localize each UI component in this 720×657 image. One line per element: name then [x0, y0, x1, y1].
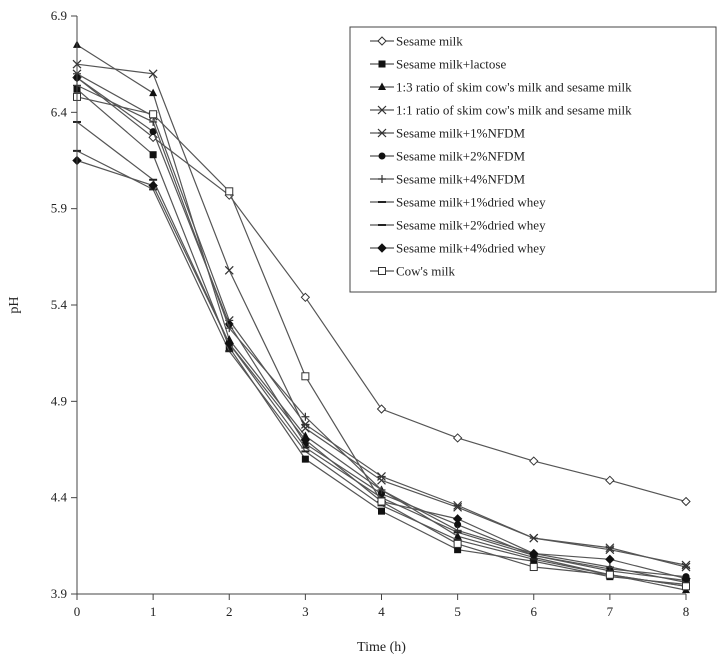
data-point	[301, 455, 309, 463]
data-point	[378, 507, 385, 515]
data-point	[605, 570, 614, 579]
data-point	[149, 88, 158, 97]
data-point	[300, 292, 311, 303]
legend-marker	[377, 128, 387, 138]
legend-item: Sesame milk+lactose	[370, 57, 506, 72]
data-point	[376, 404, 387, 414]
data-point	[452, 433, 463, 443]
series-1	[72, 72, 691, 507]
legend-marker	[378, 82, 386, 90]
legend-item: Sesame milk+2%dried whey	[370, 218, 546, 233]
legend-item: Sesame milk+1%dried whey	[370, 195, 546, 210]
y-tick-label: 5.4	[51, 297, 68, 312]
data-point	[605, 475, 615, 486]
y-tick-label: 6.9	[51, 8, 67, 23]
data-point	[300, 423, 310, 433]
x-tick-label: 5	[454, 604, 461, 619]
data-point	[149, 151, 157, 159]
data-point	[377, 485, 386, 494]
data-point	[149, 110, 158, 119]
legend-item: Sesame milk	[370, 34, 463, 49]
y-axis-title: pH	[7, 296, 22, 313]
data-point	[453, 539, 462, 548]
data-point	[454, 546, 462, 554]
x-tick-label: 7	[607, 604, 614, 619]
x-tick-label: 2	[226, 604, 233, 619]
x-axis-title: Time (h)	[357, 640, 406, 655]
data-point	[529, 563, 538, 572]
data-point	[681, 560, 691, 570]
data-point	[682, 582, 690, 591]
legend-marker	[378, 267, 386, 275]
legend-marker	[378, 60, 386, 68]
data-point	[377, 497, 386, 506]
legend-item: Sesame milk+4%dried whey	[370, 241, 546, 256]
data-point	[605, 563, 614, 572]
legend-item: Cow's milk	[370, 264, 456, 279]
data-point	[530, 557, 538, 565]
data-point	[300, 420, 310, 429]
y-tick-label: 5.9	[51, 201, 67, 216]
y-tick-label: 4.4	[51, 490, 68, 505]
data-point	[529, 533, 539, 543]
data-point	[225, 187, 234, 196]
legend-item: 1:1 ratio of skim cow's milk and sesame …	[370, 103, 632, 118]
data-point	[149, 128, 157, 136]
legend-label: 1:1 ratio of skim cow's milk and sesame …	[396, 103, 632, 118]
data-point	[301, 372, 310, 381]
data-point	[453, 500, 463, 510]
data-point	[605, 554, 615, 565]
legend-label: Cow's milk	[396, 264, 456, 279]
legend-box	[349, 26, 717, 293]
data-point	[452, 514, 463, 524]
data-point	[300, 435, 311, 445]
data-point	[377, 472, 386, 481]
x-tick-label: 3	[302, 604, 309, 619]
legend-item: Sesame milk+2%NFDM	[370, 149, 525, 164]
data-point	[454, 521, 462, 529]
series-11	[73, 92, 690, 591]
legend-marker	[377, 243, 387, 253]
data-point	[605, 543, 615, 553]
data-point	[529, 548, 539, 559]
data-point	[453, 531, 462, 540]
data-point	[529, 456, 539, 466]
data-point	[225, 324, 234, 333]
data-point	[301, 412, 310, 421]
legend-item: Sesame milk+1%NFDM	[370, 126, 525, 141]
legend-label: Sesame milk+4%dried whey	[396, 241, 546, 256]
y-tick-label: 3.9	[51, 586, 67, 601]
legend-item: Sesame milk+4%NFDM	[370, 172, 525, 187]
x-tick-label: 0	[74, 604, 81, 619]
data-point	[224, 265, 234, 275]
legend-label: Sesame milk+4%NFDM	[396, 172, 525, 187]
legend-marker	[377, 105, 387, 115]
legend-marker	[378, 175, 386, 183]
data-point	[149, 117, 158, 126]
legend-label: Sesame milk	[396, 34, 463, 49]
y-tick-label: 6.4	[51, 104, 68, 119]
legend-label: Sesame milk+1%dried whey	[396, 195, 546, 210]
legend-marker	[378, 152, 386, 160]
legend-marker	[377, 36, 387, 46]
y-tick-label: 4.9	[51, 393, 67, 408]
legend-label: Sesame milk+2%dried whey	[396, 218, 546, 233]
x-tick-label: 1	[150, 604, 157, 619]
legend-label: Sesame milk+2%NFDM	[396, 149, 525, 164]
data-point	[148, 180, 158, 191]
data-point	[681, 496, 691, 507]
data-point	[224, 338, 234, 349]
x-tick-label: 6	[531, 604, 538, 619]
legend-label: Sesame milk+lactose	[396, 57, 506, 72]
data-point	[681, 562, 691, 572]
legend-label: Sesame milk+1%NFDM	[396, 126, 525, 141]
x-tick-label: 8	[683, 604, 690, 619]
legend-label: 1:3 ratio of skim cow's milk and sesame …	[396, 80, 632, 95]
data-point	[148, 69, 158, 79]
x-tick-label: 4	[378, 604, 385, 619]
legend-item: 1:3 ratio of skim cow's milk and sesame …	[370, 80, 632, 95]
